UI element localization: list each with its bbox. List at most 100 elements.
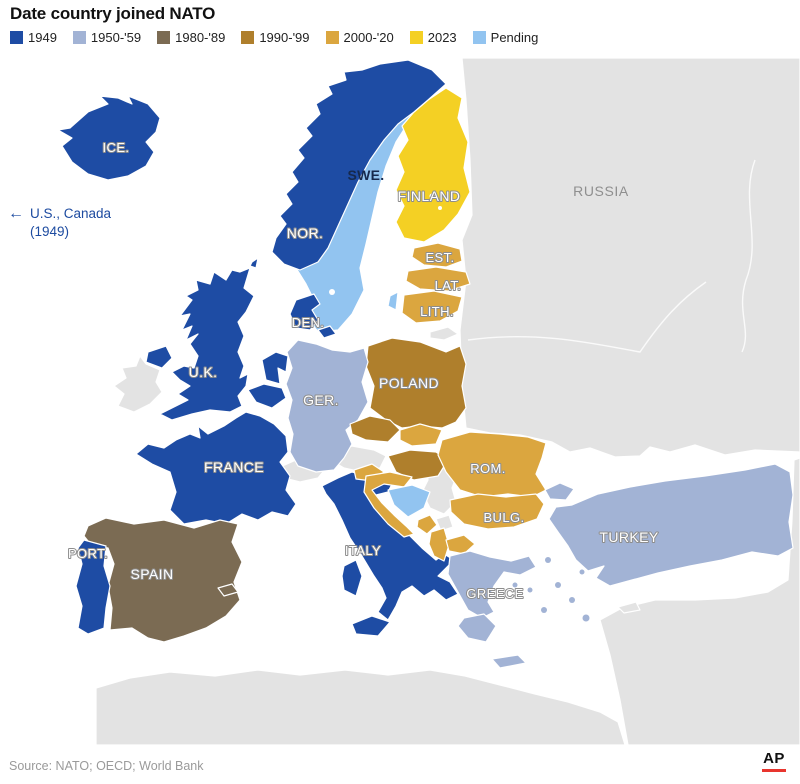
island-sardinia [341, 559, 363, 597]
legend-swatch-2000s [325, 31, 339, 44]
islands-denmark [317, 325, 337, 339]
country-slovakia [399, 423, 443, 447]
label-germany: GER. [303, 392, 339, 408]
label-uk: U.K. [189, 364, 218, 380]
region-peloponnese [457, 613, 497, 643]
legend-label-1980s: 1980-'89 [175, 30, 226, 45]
legend-swatch-pending [472, 31, 486, 44]
country-belgium [247, 383, 287, 409]
page-title: Date country joined NATO [10, 4, 216, 23]
map-labels: ICE. NOR. SWE. FINLAND RUSSIA EST. LAT. … [67, 139, 659, 602]
ukraine-border-line [467, 281, 707, 353]
label-russia: RUSSIA [573, 183, 629, 199]
country-poland [365, 337, 467, 429]
country-latvia [405, 266, 471, 292]
label-sweden: SWE. [348, 167, 385, 183]
legend-swatch-1990s [241, 31, 255, 44]
island-sicily [351, 615, 391, 637]
country-france [135, 411, 297, 525]
country-north-macedonia [445, 534, 476, 555]
legend-swatch-2023 [409, 31, 423, 44]
footer: Source: NATO; OECD; World Bank AP [0, 746, 800, 784]
legend-item-1980s: 1980-'89 [157, 30, 225, 45]
label-bulgaria: BULG. [483, 510, 524, 525]
country-albania [428, 527, 450, 562]
lake-vanern [329, 289, 335, 295]
legend-label-1990s: 1990-'99 [259, 30, 310, 45]
country-iceland [57, 95, 161, 181]
country-turkey [548, 463, 794, 587]
country-denmark [289, 293, 321, 331]
legend-label-2023: 2023 [427, 30, 457, 45]
islands-aegean [512, 557, 590, 622]
lake-finland-1 [429, 193, 435, 199]
country-portugal [75, 539, 111, 635]
region-northern-ireland [145, 345, 173, 369]
country-spain [83, 517, 243, 643]
country-croatia [363, 471, 415, 538]
legend-item-1950s: 1950-'59 [72, 30, 141, 45]
label-finland: FINLAND [398, 188, 461, 204]
country-cyprus [617, 601, 641, 614]
country-estonia [411, 242, 463, 268]
source-text: Source: NATO; OECD; World Bank [9, 759, 204, 773]
legend-item-pending: Pending [472, 30, 539, 45]
label-france: FRANCE [204, 459, 264, 475]
legend-item-2000s: 2000-'20 [325, 30, 394, 45]
islands-balearics [217, 583, 239, 597]
label-norway: NOR. [287, 225, 324, 241]
legend-label-pending: Pending [490, 30, 539, 45]
legend-swatch-1949 [10, 31, 23, 44]
label-poland: POLAND [379, 375, 439, 391]
country-ireland [113, 355, 163, 413]
region-north-africa [95, 669, 626, 746]
region-kosovo [435, 514, 454, 532]
country-finland [395, 87, 471, 243]
country-czechia [349, 415, 401, 443]
label-latvia: LAT. [435, 278, 462, 293]
lake-finland-2 [438, 206, 442, 210]
ap-logo-text: AP [763, 750, 785, 767]
islands-shetland [249, 257, 259, 269]
country-russia [459, 57, 800, 458]
label-romania: ROM. [470, 461, 506, 476]
legend: 1949 1950-'59 1980-'89 1990-'99 2000-'20… [10, 30, 538, 45]
us-canada-annotation: ← U.S., Canada (1949) [8, 205, 111, 241]
legend-item-1990s: 1990-'99 [241, 30, 310, 45]
country-bosnia [387, 484, 431, 518]
header: Date country joined NATO 1949 1950-'59 1… [10, 4, 538, 45]
russia-border-line [741, 159, 756, 353]
country-uk [159, 267, 255, 421]
label-iceland: ICE. [103, 140, 130, 155]
legend-label-1949: 1949 [28, 30, 57, 45]
country-germany [285, 339, 369, 473]
left-arrow-icon: ← [8, 205, 24, 222]
country-bulgaria [449, 493, 545, 530]
legend-label-2000s: 2000-'20 [343, 30, 394, 45]
region-kaliningrad [429, 326, 459, 341]
label-spain: SPAIN [131, 566, 174, 582]
country-netherlands [261, 351, 289, 385]
label-denmark: DEN. [292, 315, 325, 330]
legend-item-1949: 1949 [10, 30, 57, 45]
annotation-line2: (1949) [30, 224, 70, 240]
label-greece: GREECE [466, 586, 523, 601]
country-hungary [387, 449, 449, 481]
legend-swatch-1980s [157, 31, 171, 44]
legend-swatch-1950s [72, 31, 86, 44]
country-montenegro [416, 514, 438, 535]
island-gotland [387, 291, 399, 311]
island-crete [491, 654, 527, 669]
label-portugal: PORT. [68, 546, 108, 561]
label-lithuania: LITH. [420, 304, 454, 319]
country-norway [271, 59, 447, 271]
country-greece [447, 550, 537, 619]
legend-item-2023: 2023 [409, 30, 457, 45]
country-lithuania [401, 290, 463, 324]
label-italy: ITALY [345, 543, 381, 558]
ap-logo: AP [762, 750, 786, 772]
annotation-line1: U.S., Canada [30, 206, 112, 221]
label-turkey: TURKEY [599, 529, 658, 545]
